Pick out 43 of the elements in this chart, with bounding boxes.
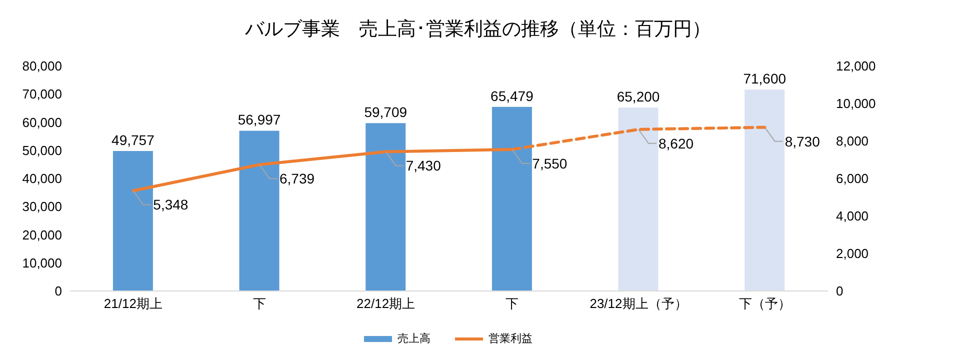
y2-tick-label: 0 [836, 284, 844, 299]
y-tick-label: 0 [54, 284, 62, 299]
data-label: 6,739 [280, 170, 315, 187]
data-label: 71,600 [743, 70, 786, 87]
data-label: 8,620 [658, 135, 694, 152]
y2-tick-label: 2,000 [836, 246, 869, 262]
y-tick-label: 80,000 [22, 58, 62, 74]
y-tick-label: 10,000 [22, 255, 62, 270]
y-tick-label: 70,000 [22, 86, 62, 102]
data-label: 49,757 [112, 132, 155, 148]
y2-tick-label: 6,000 [836, 171, 869, 186]
data-label: 59,709 [364, 104, 408, 120]
y-tick-label: 40,000 [22, 171, 62, 186]
x-tick-label: 23/12期上（予） [590, 296, 688, 312]
y-tick-label: 60,000 [22, 114, 62, 130]
x-tick-label: 22/12期上 [356, 296, 416, 312]
x-tick-label: 下 [506, 296, 519, 312]
chart-title: バルブ事業 売上高･営業利益の推移（単位：百万円） [244, 18, 712, 42]
legend-label: 営業利益 [488, 332, 532, 346]
legend-label: 売上高 [396, 332, 430, 346]
y2-tick-label: 10,000 [836, 96, 876, 112]
x-tick-label: 下（予） [738, 296, 791, 312]
y-tick-label: 30,000 [22, 199, 62, 214]
y2-tick-label: 12,000 [836, 58, 876, 74]
y2-tick-label: 8,000 [836, 134, 869, 149]
data-label: 7,550 [532, 155, 568, 172]
y2-tick-label: 4,000 [836, 208, 869, 224]
bar [618, 108, 658, 291]
bar [492, 106, 532, 291]
bar [366, 123, 406, 291]
data-label: 65,200 [616, 88, 660, 105]
data-label: 7,430 [406, 158, 442, 174]
y-tick-label: 20,000 [22, 227, 62, 242]
y-tick-label: 50,000 [22, 142, 62, 158]
bar [744, 90, 785, 291]
data-label: 65,479 [490, 88, 534, 104]
bar [112, 151, 153, 291]
data-label: 8,730 [784, 133, 820, 150]
bar [239, 130, 280, 291]
x-tick-label: 下 [253, 296, 266, 312]
data-label: 56,997 [238, 112, 281, 128]
data-label: 5,348 [153, 196, 188, 213]
x-tick-label: 21/12期上 [104, 296, 162, 312]
